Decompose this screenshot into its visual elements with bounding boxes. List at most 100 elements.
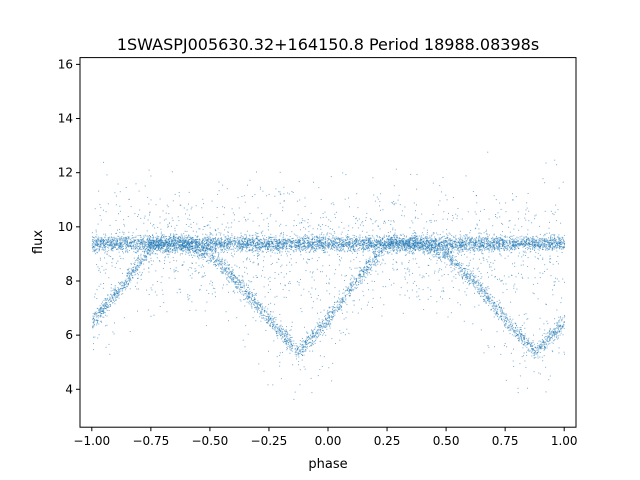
data-point: [545, 240, 547, 242]
data-point: [155, 236, 157, 238]
data-point: [552, 240, 554, 242]
data-point: [197, 241, 199, 243]
data-point: [208, 245, 210, 247]
data-point: [197, 245, 199, 247]
data-point: [360, 245, 362, 247]
data-point: [128, 246, 130, 248]
data-point: [438, 252, 439, 253]
data-point: [380, 243, 382, 245]
data-point: [550, 238, 552, 240]
data-point: [101, 243, 103, 245]
data-point: [540, 243, 542, 245]
data-point: [265, 243, 267, 245]
data-point: [517, 237, 519, 239]
data-point: [127, 241, 129, 243]
data-point: [139, 244, 141, 246]
data-point: [510, 248, 512, 250]
data-point: [436, 232, 437, 234]
data-point: [178, 244, 180, 246]
data-point: [343, 250, 345, 252]
data-point: [500, 237, 502, 239]
data-point: [438, 244, 440, 246]
data-point: [120, 246, 122, 248]
data-point: [274, 248, 276, 250]
data-point: [161, 235, 163, 236]
data-point: [367, 247, 369, 249]
data-point: [123, 242, 125, 244]
data-point: [287, 243, 289, 245]
data-point: [107, 239, 109, 241]
data-point: [540, 244, 542, 246]
data-point: [281, 239, 283, 241]
data-point: [374, 241, 376, 243]
data-point: [516, 240, 518, 242]
data-point: [206, 242, 207, 243]
data-point: [124, 240, 125, 242]
data-point: [251, 244, 253, 245]
data-point: [327, 241, 329, 243]
data-point: [380, 240, 382, 242]
data-point: [289, 248, 291, 249]
data-point: [458, 241, 460, 243]
data-point: [550, 235, 552, 237]
data-point: [361, 243, 363, 245]
data-point: [289, 243, 291, 245]
data-point: [112, 240, 114, 242]
data-point: [265, 238, 267, 240]
data-point: [437, 244, 439, 246]
data-point: [268, 241, 270, 243]
data-point: [277, 243, 279, 245]
data-point: [299, 249, 301, 251]
data-point: [113, 240, 115, 242]
data-point: [322, 250, 324, 251]
data-point: [525, 243, 527, 245]
data-point: [260, 247, 262, 249]
data-point: [279, 240, 280, 242]
data-point: [463, 246, 465, 248]
data-point: [97, 236, 99, 238]
data-point: [447, 242, 449, 244]
data-point: [352, 240, 353, 242]
data-point: [118, 247, 120, 249]
data-point: [508, 242, 510, 244]
data-point: [247, 243, 249, 245]
data-point: [270, 249, 272, 251]
data-point: [284, 238, 286, 240]
data-point: [515, 247, 517, 249]
data-point: [407, 241, 409, 243]
data-point: [377, 242, 379, 244]
data-point: [241, 240, 243, 242]
data-point: [152, 239, 154, 241]
data-point: [117, 240, 118, 242]
data-point: [263, 238, 265, 240]
data-point: [449, 242, 451, 244]
data-point: [215, 248, 217, 250]
data-point: [257, 247, 259, 249]
data-point: [306, 246, 308, 248]
data-point: [287, 239, 289, 241]
data-point: [367, 238, 369, 240]
data-point: [92, 248, 94, 250]
data-point: [434, 238, 436, 240]
data-point: [491, 238, 493, 240]
data-point: [224, 239, 226, 241]
data-point: [412, 245, 414, 247]
data-point: [466, 238, 468, 240]
data-point: [366, 245, 368, 247]
data-point: [478, 236, 480, 238]
data-point: [255, 250, 257, 252]
data-point: [291, 248, 293, 250]
data-point: [223, 241, 225, 243]
data-point: [126, 245, 128, 247]
data-point: [464, 235, 466, 237]
data-point: [160, 237, 162, 239]
data-point: [460, 243, 462, 244]
data-point: [299, 240, 301, 242]
data-point: [401, 247, 403, 249]
data-point: [548, 241, 550, 243]
data-point: [380, 239, 382, 240]
data-point: [481, 248, 483, 250]
data-point: [125, 251, 127, 253]
data-point: [96, 241, 98, 243]
data-point: [531, 238, 533, 240]
